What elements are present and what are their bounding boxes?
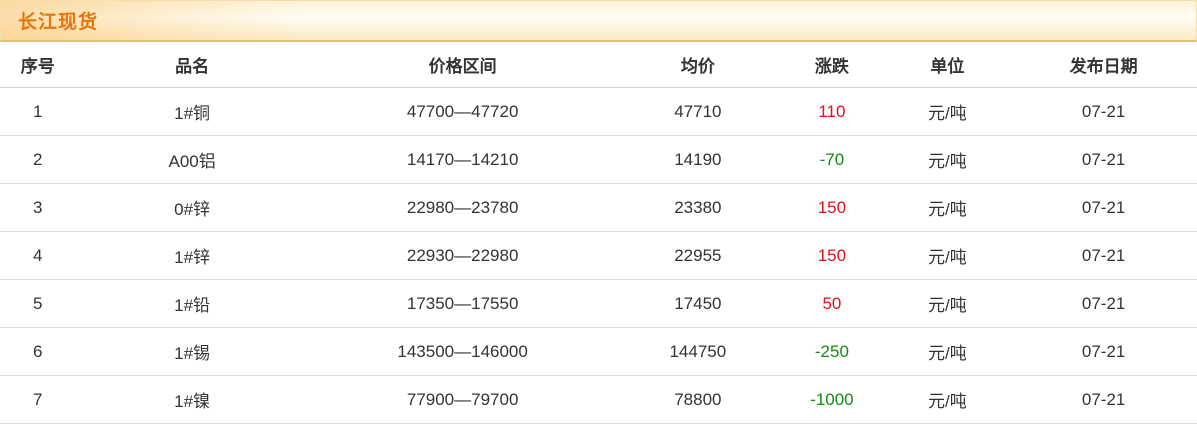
section-title: 长江现货 (18, 12, 99, 33)
cell-change: 150 (779, 231, 885, 280)
cell-serial: 4 (0, 231, 76, 280)
cell-pub-date: 07-21 (1010, 183, 1197, 232)
cell-change: 150 (779, 183, 885, 232)
change-value: 150 (817, 197, 847, 217)
col-header-avg-price: 均价 (616, 42, 780, 88)
cell-serial: 2 (0, 135, 76, 184)
cell-pub-date: 07-21 (1010, 135, 1197, 184)
table-row: 5 1#铅 17350—17550 17450 50 元/吨 07-21 (0, 279, 1197, 328)
cell-serial: 3 (0, 183, 76, 232)
change-value: -70 (819, 149, 845, 169)
change-value: -250 (814, 341, 849, 361)
col-header-name: 品名 (75, 42, 309, 88)
cell-price-range: 77900—79700 (308, 375, 617, 424)
table-row: 2 A00铝 14170—14210 14190 -70 元/吨 07-21 (0, 135, 1197, 184)
cell-name: 1#锡 (75, 327, 309, 376)
cell-name: 1#铜 (75, 87, 309, 136)
table-header-row: 序号 品名 价格区间 均价 涨跌 单位 发布日期 (0, 42, 1197, 88)
cell-change: 50 (779, 279, 885, 328)
cell-change: -250 (779, 327, 885, 376)
cell-unit: 元/吨 (884, 279, 1011, 328)
cell-name: 0#锌 (75, 183, 309, 232)
cell-change: 110 (779, 87, 885, 136)
table-row: 1 1#铜 47700—47720 47710 110 元/吨 07-21 (0, 87, 1197, 136)
cell-serial: 6 (0, 327, 76, 376)
cell-avg-price: 22955 (616, 231, 780, 280)
change-value: 110 (818, 101, 846, 121)
col-header-price-range: 价格区间 (308, 42, 617, 88)
cell-unit: 元/吨 (884, 375, 1011, 424)
cell-avg-price: 47710 (616, 87, 780, 136)
cell-pub-date: 07-21 (1010, 279, 1197, 328)
cell-price-range: 22930—22980 (308, 231, 617, 280)
cell-serial: 1 (0, 87, 76, 136)
cell-name: A00铝 (75, 135, 309, 184)
price-table: 序号 品名 价格区间 均价 涨跌 单位 发布日期 1 1#铜 47700—477… (0, 42, 1197, 424)
cell-name: 1#铅 (75, 279, 309, 328)
cell-avg-price: 17450 (616, 279, 780, 328)
section-header: 长江现货 (0, 0, 1197, 42)
cell-pub-date: 07-21 (1010, 87, 1197, 136)
cell-avg-price: 14190 (616, 135, 780, 184)
col-header-change: 涨跌 (779, 42, 885, 88)
cell-avg-price: 23380 (616, 183, 780, 232)
cell-pub-date: 07-21 (1010, 327, 1197, 376)
cell-price-range: 47700—47720 (308, 87, 617, 136)
change-value: 150 (817, 245, 847, 265)
cell-unit: 元/吨 (884, 231, 1011, 280)
cell-serial: 5 (0, 279, 76, 328)
cell-price-range: 143500—146000 (308, 327, 617, 376)
cell-pub-date: 07-21 (1010, 231, 1197, 280)
cell-name: 1#镍 (75, 375, 309, 424)
cell-serial: 7 (0, 375, 76, 424)
cell-change: -1000 (779, 375, 885, 424)
change-value: -1000 (810, 389, 854, 409)
change-value: 50 (822, 293, 842, 313)
table-row: 3 0#锌 22980—23780 23380 150 元/吨 07-21 (0, 183, 1197, 232)
col-header-pub-date: 发布日期 (1010, 42, 1197, 88)
cell-pub-date: 07-21 (1010, 375, 1197, 424)
col-header-serial: 序号 (0, 42, 76, 88)
cell-name: 1#锌 (75, 231, 309, 280)
cell-price-range: 14170—14210 (308, 135, 617, 184)
col-header-unit: 单位 (884, 42, 1011, 88)
cell-price-range: 22980—23780 (308, 183, 617, 232)
table-row: 6 1#锡 143500—146000 144750 -250 元/吨 07-2… (0, 327, 1197, 376)
cell-unit: 元/吨 (884, 135, 1011, 184)
cell-change: -70 (779, 135, 885, 184)
cell-unit: 元/吨 (884, 87, 1011, 136)
cell-avg-price: 144750 (616, 327, 780, 376)
cell-unit: 元/吨 (884, 327, 1011, 376)
cell-price-range: 17350—17550 (308, 279, 617, 328)
cell-unit: 元/吨 (884, 183, 1011, 232)
table-row: 7 1#镍 77900—79700 78800 -1000 元/吨 07-21 (0, 375, 1197, 424)
table-row: 4 1#锌 22930—22980 22955 150 元/吨 07-21 (0, 231, 1197, 280)
cell-avg-price: 78800 (616, 375, 780, 424)
